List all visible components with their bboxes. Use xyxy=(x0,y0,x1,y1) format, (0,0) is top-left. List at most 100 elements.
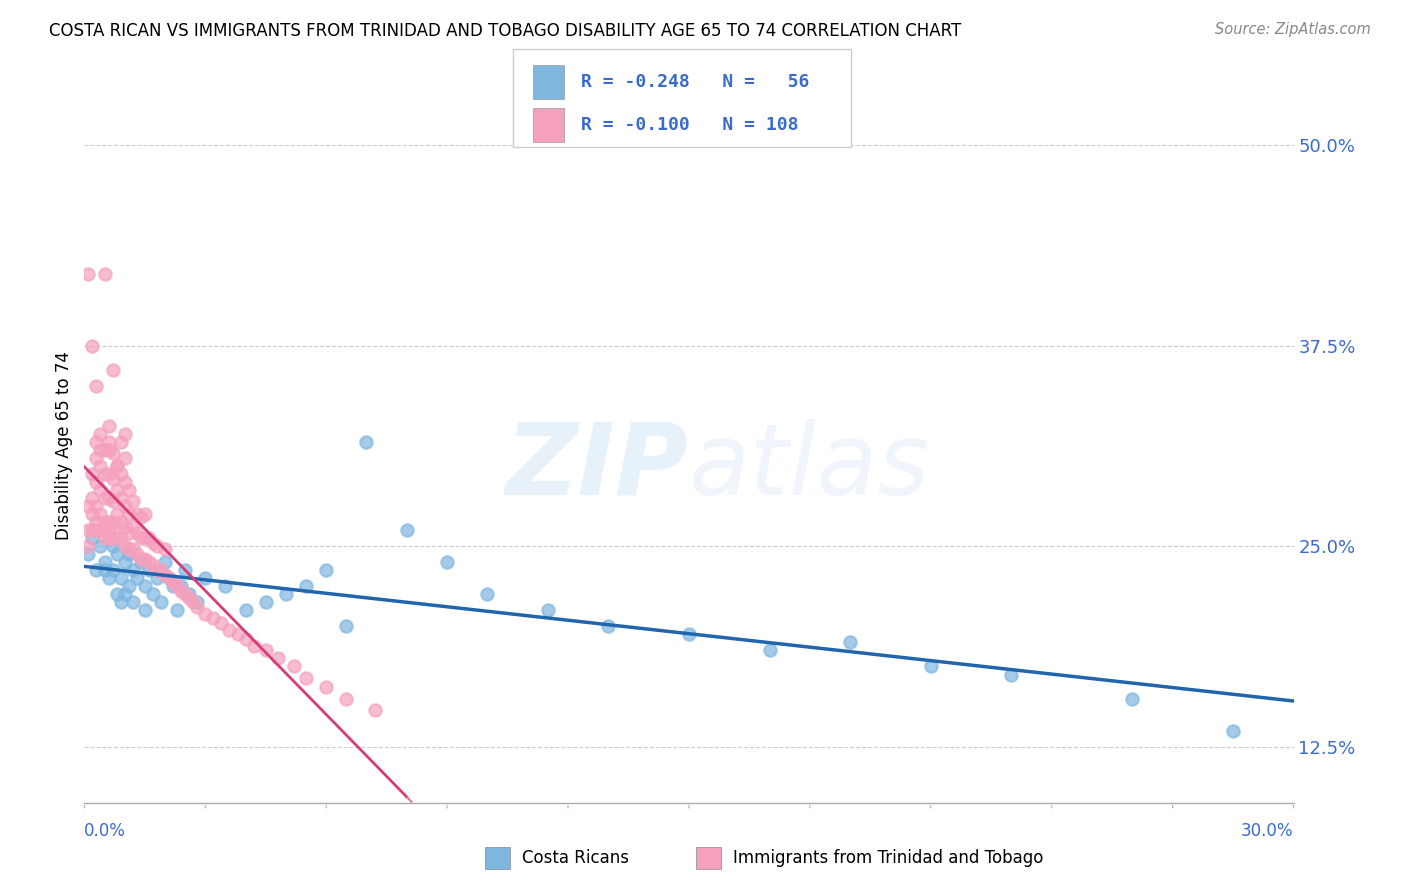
Point xyxy=(110,571,132,585)
Point xyxy=(477,587,499,601)
Point xyxy=(93,531,115,545)
Text: COSTA RICAN VS IMMIGRANTS FROM TRINIDAD AND TOBAGO DISABILITY AGE 65 TO 74 CORRE: COSTA RICAN VS IMMIGRANTS FROM TRINIDAD … xyxy=(49,22,962,40)
Point xyxy=(186,595,208,609)
Point xyxy=(146,539,169,553)
Point xyxy=(395,523,418,537)
Text: 30.0%: 30.0% xyxy=(1241,822,1294,840)
Point xyxy=(105,483,128,497)
Point xyxy=(356,435,378,450)
Point xyxy=(149,595,172,609)
Point xyxy=(335,691,357,706)
Point xyxy=(93,563,115,577)
Point xyxy=(97,419,120,434)
Point xyxy=(138,555,160,569)
Point xyxy=(758,643,780,657)
Point xyxy=(97,491,120,505)
Text: Immigrants from Trinidad and Tobago: Immigrants from Trinidad and Tobago xyxy=(733,849,1043,867)
Point xyxy=(93,491,115,505)
Point xyxy=(82,339,104,353)
Point xyxy=(194,607,217,621)
Point xyxy=(77,267,100,281)
Point xyxy=(101,472,124,486)
Point xyxy=(121,494,143,508)
Point xyxy=(97,442,120,457)
Point xyxy=(82,507,104,521)
Point xyxy=(129,552,152,566)
Text: ZIP: ZIP xyxy=(506,419,689,516)
Point xyxy=(363,703,385,717)
Point xyxy=(254,595,277,609)
Text: 0.0%: 0.0% xyxy=(84,822,127,840)
Point xyxy=(134,552,156,566)
Point xyxy=(142,536,165,550)
Point xyxy=(118,547,141,561)
Point xyxy=(129,510,152,524)
Point xyxy=(89,442,111,457)
Point xyxy=(114,450,136,465)
Point xyxy=(93,523,115,537)
Point xyxy=(1222,723,1244,738)
Point xyxy=(105,458,128,473)
Point xyxy=(226,627,249,641)
Point xyxy=(114,499,136,513)
Point xyxy=(242,639,264,653)
Point xyxy=(295,579,318,593)
Point xyxy=(181,595,204,609)
Point xyxy=(121,542,143,557)
Point xyxy=(125,507,148,521)
Point xyxy=(77,499,100,513)
Point xyxy=(101,515,124,529)
Text: R = -0.100   N = 108: R = -0.100 N = 108 xyxy=(581,116,799,134)
Point xyxy=(267,651,290,665)
Point xyxy=(125,571,148,585)
Point xyxy=(157,571,180,585)
Point xyxy=(134,507,156,521)
Point xyxy=(174,563,197,577)
Point xyxy=(678,627,700,641)
Point xyxy=(110,435,132,450)
Point xyxy=(537,603,560,617)
Point xyxy=(82,523,104,537)
Point xyxy=(82,531,104,545)
Point xyxy=(77,547,100,561)
Point xyxy=(153,542,176,557)
Point xyxy=(235,632,257,647)
Point xyxy=(97,467,120,481)
Point xyxy=(89,483,111,497)
Point xyxy=(153,555,176,569)
Point xyxy=(86,379,108,393)
Point xyxy=(105,531,128,545)
Point xyxy=(110,595,132,609)
Point xyxy=(114,475,136,489)
Point xyxy=(93,555,115,569)
Point xyxy=(114,427,136,442)
Point xyxy=(97,515,120,529)
Point xyxy=(436,555,458,569)
Point xyxy=(235,603,257,617)
Point xyxy=(82,491,104,505)
Point xyxy=(129,555,152,569)
Point xyxy=(214,579,236,593)
Text: Source: ZipAtlas.com: Source: ZipAtlas.com xyxy=(1215,22,1371,37)
Point xyxy=(121,563,143,577)
Point xyxy=(86,450,108,465)
Point xyxy=(93,467,115,481)
Point xyxy=(93,267,115,281)
Point xyxy=(105,507,128,521)
Point xyxy=(89,523,111,537)
Point xyxy=(598,619,620,633)
Point xyxy=(82,467,104,481)
Point xyxy=(146,563,169,577)
Point xyxy=(121,595,143,609)
Point xyxy=(110,467,132,481)
Point xyxy=(93,515,115,529)
Point xyxy=(86,475,108,489)
Point xyxy=(77,523,100,537)
Point xyxy=(114,539,136,553)
Point xyxy=(174,587,197,601)
Point xyxy=(138,531,160,545)
Point xyxy=(105,587,128,601)
Point xyxy=(920,659,942,673)
Point xyxy=(86,435,108,450)
Point xyxy=(166,579,188,593)
